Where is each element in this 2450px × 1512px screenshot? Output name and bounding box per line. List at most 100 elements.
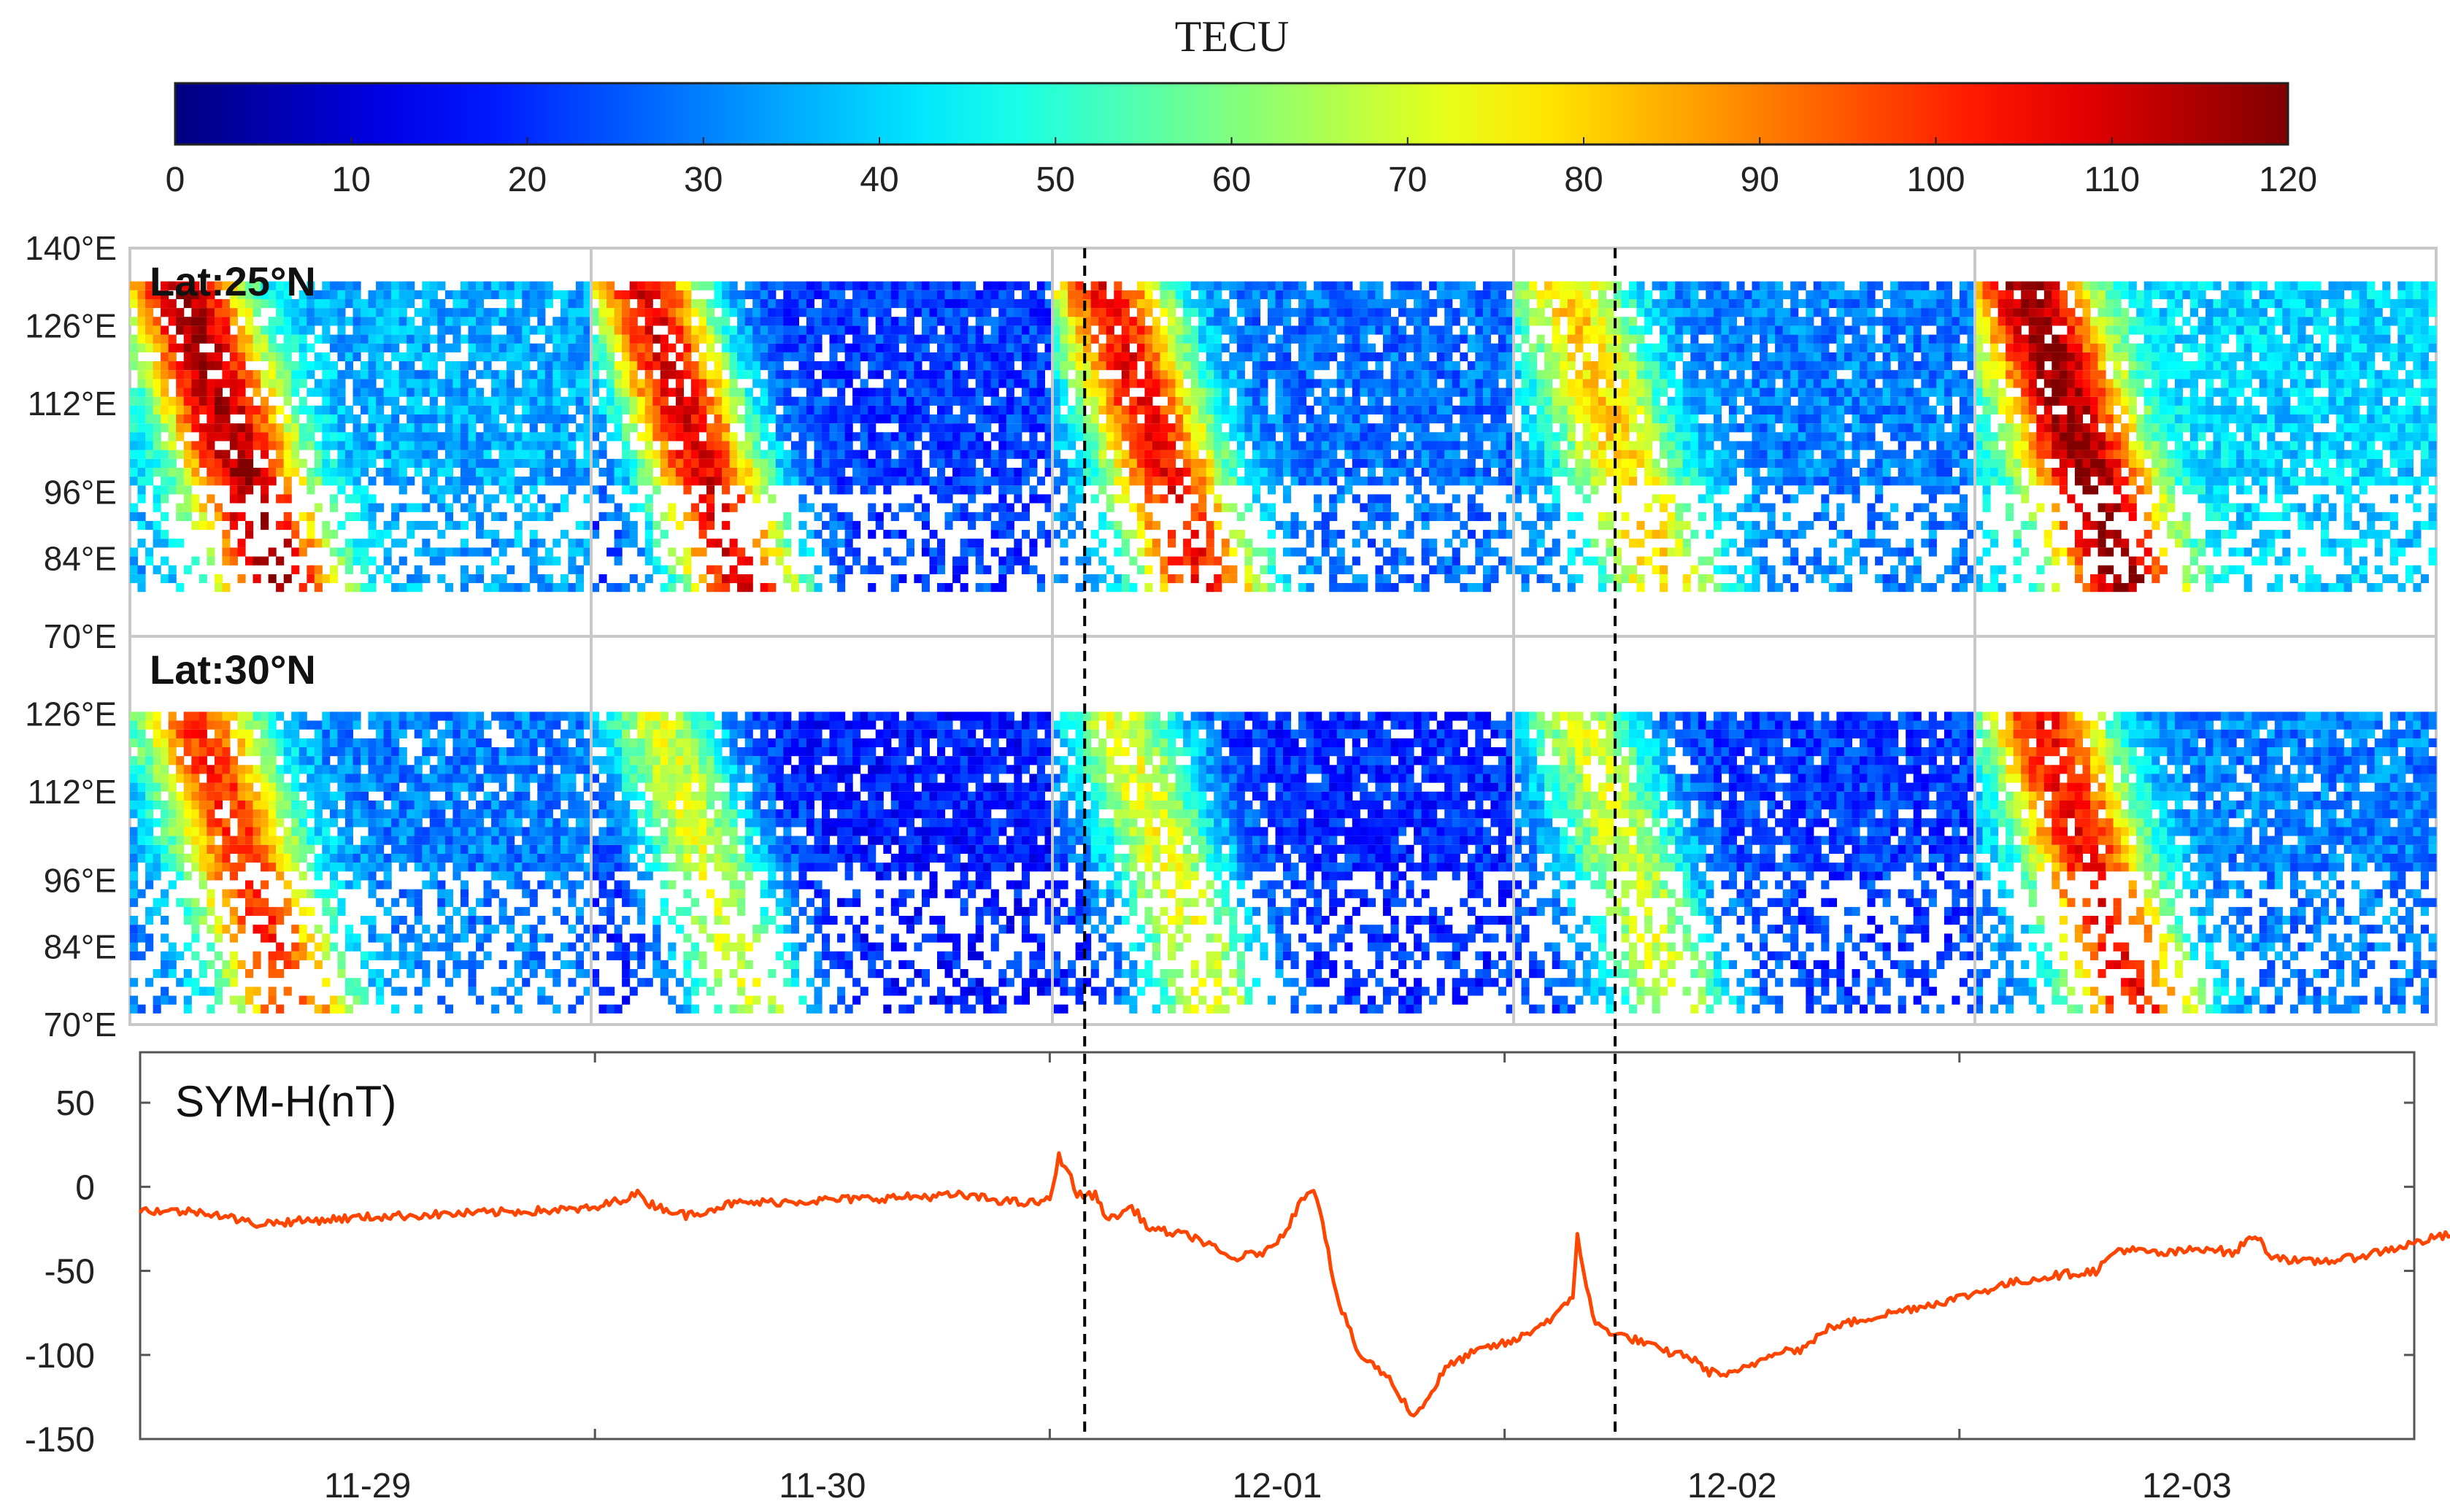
heatmap-cell xyxy=(1613,361,1622,371)
heatmap-cell xyxy=(860,290,868,299)
heatmap-cell xyxy=(975,432,984,441)
heatmap-cell xyxy=(1306,343,1314,352)
heatmap-cell xyxy=(237,325,246,335)
heatmap-cell xyxy=(161,281,169,290)
heatmap-cell xyxy=(1214,441,1222,450)
heatmap-cell xyxy=(614,387,623,397)
heatmap-cell xyxy=(698,370,707,379)
heatmap-cell xyxy=(668,468,677,477)
heatmap-cell xyxy=(414,441,423,450)
heatmap-cell xyxy=(414,583,423,593)
heatmap-cell xyxy=(822,503,831,512)
heatmap-cell xyxy=(983,361,992,371)
heatmap-cell xyxy=(444,468,453,477)
heatmap-cell xyxy=(298,547,307,557)
heatmap-cell xyxy=(261,298,269,309)
heatmap-cell xyxy=(1336,387,1345,397)
heatmap-cell xyxy=(1321,530,1330,539)
heatmap-cell xyxy=(637,334,646,344)
heatmap-cell xyxy=(1068,325,1076,335)
heatmap-cell xyxy=(1044,458,1053,468)
heatmap-cell xyxy=(1221,325,1230,335)
heatmap-cell xyxy=(1414,405,1422,414)
heatmap-cell xyxy=(598,441,607,450)
heatmap-cell xyxy=(1060,414,1068,424)
heatmap-cell xyxy=(1221,370,1230,379)
heatmap-cell xyxy=(376,503,385,512)
heatmap-cell xyxy=(890,405,899,414)
heatmap-cell xyxy=(637,396,646,406)
heatmap-cell xyxy=(1214,325,1222,335)
heatmap-cell xyxy=(868,423,877,433)
heatmap-cell xyxy=(444,547,453,557)
heatmap-cell xyxy=(829,574,838,584)
heatmap-cell xyxy=(337,423,346,433)
heatmap-cell xyxy=(414,379,423,388)
heatmap-cell xyxy=(145,423,154,433)
heatmap-cell xyxy=(261,450,269,459)
heatmap-cell xyxy=(975,556,984,566)
heatmap-cell xyxy=(1529,290,1538,299)
heatmap-cell xyxy=(498,379,507,388)
heatmap-cell xyxy=(575,520,584,531)
heatmap-cell xyxy=(568,468,577,477)
heatmap-cell xyxy=(1114,574,1122,584)
heatmap-cell xyxy=(660,352,669,362)
heatmap-cell xyxy=(668,458,677,468)
heatmap-cell xyxy=(1244,503,1253,512)
heatmap-cell xyxy=(514,503,523,512)
heatmap-cell xyxy=(491,530,500,539)
heatmap-cell xyxy=(153,450,161,459)
heatmap-cell xyxy=(529,574,538,584)
heatmap-cell xyxy=(552,432,561,441)
heatmap-cell xyxy=(768,334,777,344)
heatmap-cell xyxy=(291,334,300,344)
heatmap-cell xyxy=(145,298,154,309)
heatmap-cell xyxy=(214,379,223,388)
heatmap-cell xyxy=(929,379,938,388)
heatmap-cell xyxy=(929,547,938,557)
heatmap-cell xyxy=(660,432,669,441)
heatmap-cell xyxy=(690,414,699,424)
heatmap-cell xyxy=(1506,298,1514,309)
heatmap-cell xyxy=(1360,503,1368,512)
heatmap-cell xyxy=(307,432,315,441)
heatmap-cell xyxy=(644,503,653,512)
heatmap-cell xyxy=(714,574,723,584)
heatmap-cell xyxy=(775,379,784,388)
heatmap-cell xyxy=(168,432,177,441)
heatmap-cell xyxy=(1490,298,1499,309)
heatmap-cell xyxy=(337,387,346,397)
heatmap-cell xyxy=(1098,512,1107,521)
heatmap-cell xyxy=(1544,343,1553,352)
heatmap-cell xyxy=(1121,539,1130,548)
heatmap-cell xyxy=(822,361,831,371)
heatmap-cell xyxy=(844,361,853,371)
heatmap-cell xyxy=(729,458,738,468)
heatmap-cell xyxy=(583,343,592,352)
heatmap-cell xyxy=(1206,485,1214,495)
heatmap-cell xyxy=(137,520,146,531)
heatmap-cell xyxy=(914,405,922,414)
heatmap-cell xyxy=(822,539,831,548)
heatmap-cell xyxy=(1613,414,1622,424)
heatmap-cell xyxy=(1360,450,1368,459)
heatmap-cell xyxy=(1475,512,1484,521)
heatmap-cell xyxy=(1452,458,1460,468)
heatmap-cell xyxy=(1083,343,1092,352)
heatmap-cell xyxy=(1613,281,1622,290)
heatmap-cell xyxy=(690,298,699,309)
heatmap-cell xyxy=(591,405,600,414)
heatmap-cell xyxy=(437,308,446,317)
heatmap-cell xyxy=(460,583,469,593)
heatmap-cell xyxy=(1590,387,1599,397)
heatmap-cell xyxy=(1352,583,1360,593)
heatmap-cell xyxy=(798,379,807,388)
heatmap-cell xyxy=(1390,458,1399,468)
heatmap-cell xyxy=(690,281,699,290)
heatmap-cell xyxy=(1121,317,1130,326)
heatmap-cell xyxy=(1198,298,1207,309)
heatmap-cell xyxy=(1229,477,1238,486)
heatmap-cell xyxy=(1036,325,1045,335)
heatmap-cell xyxy=(722,387,731,397)
